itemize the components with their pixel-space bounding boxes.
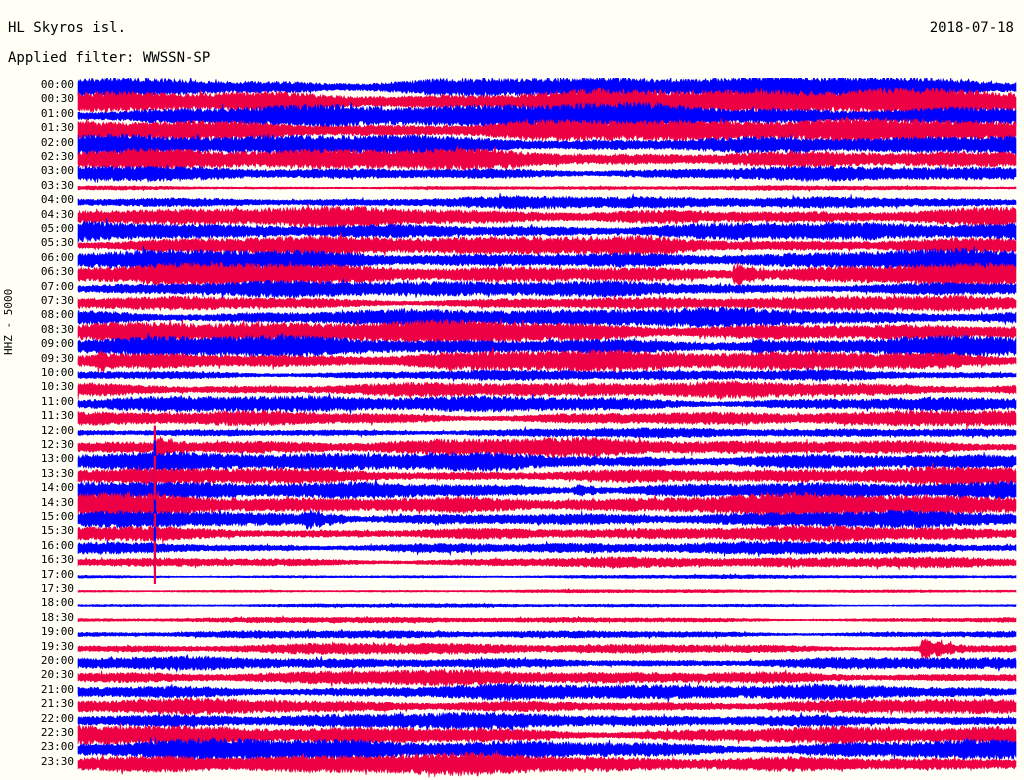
time-tick-label: 09:30 <box>40 351 74 365</box>
trace-row <box>77 293 1017 313</box>
time-tick-label: 01:30 <box>40 121 74 135</box>
time-tick-label: 00:00 <box>40 78 74 91</box>
trace-row <box>77 539 1017 558</box>
trace-row <box>77 710 1017 732</box>
time-tick-label: 21:30 <box>40 697 74 711</box>
time-tick-label: 22:30 <box>40 726 74 739</box>
time-tick-label: 09:00 <box>40 337 74 351</box>
time-tick-label: 02:00 <box>40 135 74 149</box>
time-tick-label: 18:30 <box>40 610 74 624</box>
time-tick-label: 17:30 <box>40 582 74 595</box>
trace-row <box>77 192 1017 211</box>
trace-row <box>77 145 1017 172</box>
time-tick-label: 08:00 <box>40 308 74 322</box>
trace-row <box>77 409 1017 430</box>
time-tick-label: 19:00 <box>40 625 74 639</box>
time-tick-label: 15:00 <box>40 510 74 523</box>
trace-row <box>77 491 1017 520</box>
trace-row <box>77 508 1017 531</box>
time-tick-label: 12:30 <box>40 438 74 451</box>
time-tick-label: 04:30 <box>40 207 74 221</box>
trace-row <box>77 615 1017 625</box>
applied-filter-label: Applied filter: WWSSN-SP <box>8 50 211 66</box>
time-tick-label: 23:00 <box>40 740 74 754</box>
trace-row <box>77 524 1017 546</box>
time-tick-label: 20:30 <box>40 668 74 682</box>
time-tick-label: 07:00 <box>40 279 74 293</box>
trace-row <box>77 306 1017 331</box>
time-tick-label: 22:00 <box>40 711 74 725</box>
trace-row <box>77 697 1017 716</box>
time-tick-label: 15:30 <box>40 524 74 538</box>
trace-row <box>77 435 1017 461</box>
clipped-spike <box>153 540 157 584</box>
time-tick-label: 23:30 <box>40 754 74 768</box>
trace-row <box>77 218 1017 244</box>
time-tick-label: 13:00 <box>40 452 74 466</box>
trace-row <box>77 86 1017 117</box>
trace-row <box>77 379 1017 401</box>
trace-row <box>77 750 1017 778</box>
time-tick-label: 00:30 <box>40 92 74 106</box>
trace-row <box>77 393 1017 415</box>
time-tick-label: 20:00 <box>40 654 74 667</box>
trace-row <box>77 278 1017 299</box>
time-tick-label: 12:00 <box>40 423 74 437</box>
time-tick-label: 03:30 <box>40 178 74 192</box>
time-tick-label: 03:00 <box>40 164 74 178</box>
time-tick-label: 17:00 <box>40 567 74 581</box>
trace-row <box>77 628 1017 641</box>
trace-row <box>77 332 1017 361</box>
trace-row <box>77 667 1017 687</box>
time-tick-label: 06:30 <box>40 265 74 279</box>
trace-row <box>77 347 1017 375</box>
record-date: 2018-07-18 <box>929 20 1014 36</box>
trace-row <box>77 366 1017 384</box>
trace-row <box>77 682 1017 703</box>
time-tick-label: 05:30 <box>40 236 74 250</box>
time-tick-label: 10:00 <box>40 366 74 379</box>
time-tick-label: 02:30 <box>40 150 74 163</box>
time-tick-label: 07:30 <box>40 294 74 307</box>
time-tick-label: 14:00 <box>40 481 74 495</box>
station-title: HL Skyros isl. <box>8 20 127 36</box>
time-tick-label: 10:30 <box>40 380 74 394</box>
seismogram-plot <box>0 78 1024 778</box>
time-tick-label: 13:30 <box>40 466 74 480</box>
time-tick-label: 01:00 <box>40 106 74 120</box>
trace-row <box>77 260 1017 289</box>
trace-row <box>77 184 1017 192</box>
trace-row <box>77 638 1017 660</box>
trace-row <box>77 478 1017 502</box>
time-tick-label: 14:30 <box>40 495 74 509</box>
time-tick-label: 05:00 <box>40 222 74 235</box>
time-tick-label: 11:30 <box>40 409 74 423</box>
trace-row <box>77 450 1017 475</box>
trace-row <box>77 588 1017 594</box>
trace-row <box>77 425 1017 440</box>
time-axis-ticks: 00:00 00:30 01:00 01:30 02:00 02:30 03:00 03:30… <box>0 78 74 778</box>
time-tick-label: 11:00 <box>40 394 74 408</box>
time-tick-label: 16:30 <box>40 553 74 567</box>
time-tick-label: 18:00 <box>40 596 74 610</box>
trace-row <box>77 602 1017 609</box>
trace-row <box>77 654 1017 674</box>
trace-row <box>77 736 1017 763</box>
trace-row <box>77 164 1017 183</box>
trace-canvas <box>77 78 1017 778</box>
trace-row <box>77 78 1017 101</box>
time-tick-label: 21:00 <box>40 682 74 696</box>
time-tick-label: 08:30 <box>40 322 74 336</box>
time-tick-label: 06:00 <box>40 250 74 264</box>
time-tick-label: 19:30 <box>40 639 74 653</box>
trace-row <box>77 573 1017 580</box>
time-tick-label: 16:00 <box>40 538 74 552</box>
time-tick-label: 04:00 <box>40 193 74 207</box>
trace-row <box>77 555 1017 571</box>
